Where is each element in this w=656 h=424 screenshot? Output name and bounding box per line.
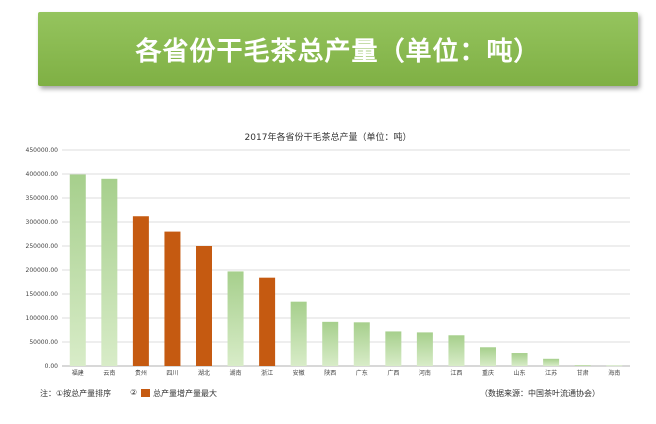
bar-贵州 — [132, 216, 149, 366]
x-tick-label: 甘肃 — [577, 369, 589, 377]
x-tick-label: 安徽 — [293, 369, 305, 377]
y-axis-ticks: 0.00 50000.00 100000.00 150000.00 200000.00 2… — [26, 147, 59, 370]
bar-四川 — [164, 231, 181, 366]
x-tick-label: 浙江 — [261, 369, 273, 377]
x-tick-label: 四川 — [166, 370, 178, 377]
bar-陕西 — [322, 321, 339, 366]
bar-江西 — [448, 335, 465, 366]
x-tick-label: 湖北 — [198, 369, 210, 377]
banner-title: 各省份干毛茶总产量（单位：吨） — [135, 36, 541, 67]
y-tick-label: 300000.00 — [26, 219, 59, 226]
bar-福建 — [69, 174, 86, 366]
y-tick-label: 350000.00 — [26, 195, 59, 202]
note-2-number: ② — [130, 388, 138, 397]
y-tick-label: 150000.00 — [26, 291, 59, 298]
legend-swatch-growth — [141, 389, 150, 397]
bar-云南 — [101, 178, 118, 366]
x-tick-label: 广西 — [387, 369, 399, 377]
y-tick-label: 0.00 — [45, 363, 59, 370]
y-tick-label: 100000.00 — [26, 315, 59, 322]
x-tick-label: 云南 — [103, 369, 115, 377]
note-rank: 注：①按总产量排序 — [40, 389, 112, 398]
bar-甘肃 — [574, 365, 591, 366]
x-tick-label: 湖南 — [230, 369, 242, 377]
x-tick-label: 河南 — [419, 369, 431, 377]
bar-山东 — [511, 353, 528, 366]
bar-海南 — [606, 365, 623, 367]
bar-安徽 — [290, 301, 307, 366]
x-tick-label: 江苏 — [545, 369, 557, 377]
chart-title: 2017年各省份干毛茶总产量（单位：吨） — [244, 133, 412, 143]
data-source: （数据来源：中国茶叶流通协会） — [480, 389, 600, 398]
x-tick-label: 贵州 — [135, 369, 147, 377]
bar-浙江 — [259, 277, 276, 366]
title-banner: 各省份干毛茶总产量（单位：吨） — [38, 12, 638, 86]
bar-重庆 — [480, 347, 496, 366]
note-growth: 总产量增产量最大 — [153, 389, 217, 398]
x-tick-label: 山东 — [514, 369, 526, 377]
x-axis-ticks: 福建 云南 贵州 四川 湖北 湖南 浙江 安徽 陕西 广东 广西 河南 江西 重庆 山东 江苏 甘肃 海南 — [72, 369, 620, 377]
bar-江苏 — [543, 358, 560, 366]
bars — [69, 174, 623, 367]
x-tick-label: 陕西 — [324, 369, 336, 377]
x-tick-label: 重庆 — [482, 369, 494, 377]
x-tick-label: 江西 — [450, 370, 462, 377]
bar-广东 — [353, 322, 370, 366]
y-tick-label: 250000.00 — [26, 243, 59, 250]
bar-湖南 — [227, 271, 244, 366]
grid-lines — [62, 149, 630, 367]
y-tick-label: 400000.00 — [26, 171, 59, 178]
bar-河南 — [416, 332, 433, 366]
y-tick-label: 200000.00 — [26, 267, 59, 274]
bar-湖北 — [196, 246, 212, 366]
x-tick-label: 广东 — [356, 369, 368, 377]
x-tick-label: 海南 — [608, 369, 620, 377]
bar-广西 — [385, 331, 402, 366]
y-tick-label: 450000.00 — [26, 147, 59, 154]
x-tick-label: 福建 — [72, 369, 84, 377]
y-tick-label: 50000.00 — [29, 339, 58, 346]
